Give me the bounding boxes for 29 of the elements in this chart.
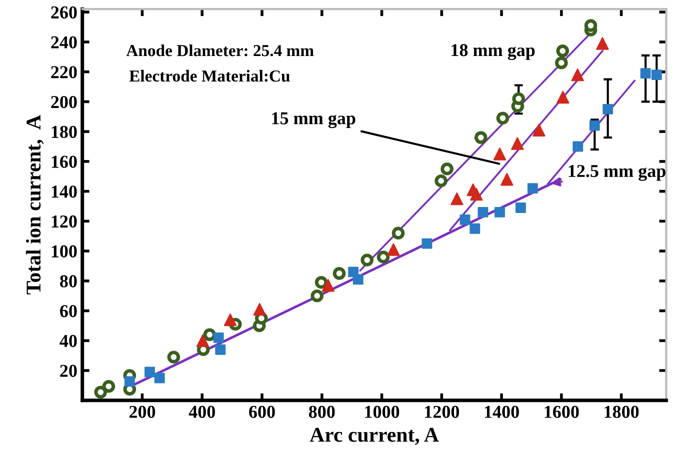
x-tick-label: 1000 bbox=[365, 406, 400, 418]
y-tick-label: 80 bbox=[60, 275, 77, 288]
x-tick-label: 1400 bbox=[484, 406, 519, 418]
y-tick-label: 60 bbox=[60, 305, 77, 318]
x-tick-label: 1800 bbox=[604, 406, 639, 418]
x-tick-label: 400 bbox=[188, 406, 215, 418]
y-axis-title: Total ion current, A bbox=[26, 114, 44, 294]
y-tick-label: 240 bbox=[51, 36, 77, 48]
y-tick-label: 40 bbox=[60, 334, 77, 348]
y-tick-label: 220 bbox=[51, 66, 77, 78]
x-tick-label: 600 bbox=[249, 406, 275, 418]
annotation: Electrode Material:Cu bbox=[129, 70, 290, 82]
y-tick-label: 260 bbox=[51, 6, 77, 19]
y-tick-label: 200 bbox=[51, 96, 77, 108]
x-tick-label: 200 bbox=[129, 406, 156, 418]
x-tick-label: 800 bbox=[308, 406, 335, 418]
annotation: Anode Dlameter: 25.4 mm bbox=[126, 44, 314, 56]
y-tick-label: 140 bbox=[52, 186, 77, 198]
annotation: 12.5 mm gap bbox=[568, 164, 666, 181]
y-tick-label: 100 bbox=[52, 245, 77, 258]
annotation: 18 mm gap bbox=[452, 44, 535, 60]
y-tick-label: 160 bbox=[52, 156, 77, 168]
y-tick-label: 20 bbox=[60, 364, 77, 377]
annotation: 15 mm gap bbox=[272, 112, 356, 128]
y-tick-label: 120 bbox=[52, 215, 77, 228]
x-tick-label: 1600 bbox=[544, 406, 579, 418]
y-tick-label: 180 bbox=[52, 126, 77, 138]
x-tick-label: 1200 bbox=[425, 406, 460, 418]
x-axis-title: Arc current, A bbox=[310, 428, 439, 445]
